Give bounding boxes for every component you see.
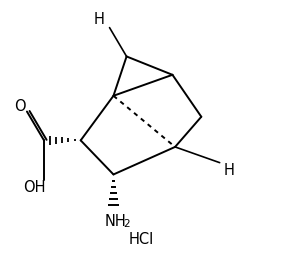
Text: 2: 2 — [123, 219, 130, 229]
Text: OH: OH — [23, 180, 45, 195]
Text: NH: NH — [104, 214, 126, 229]
Text: HCl: HCl — [128, 232, 154, 247]
Text: O: O — [15, 99, 26, 114]
Text: H: H — [94, 12, 105, 27]
Text: H: H — [223, 163, 234, 178]
